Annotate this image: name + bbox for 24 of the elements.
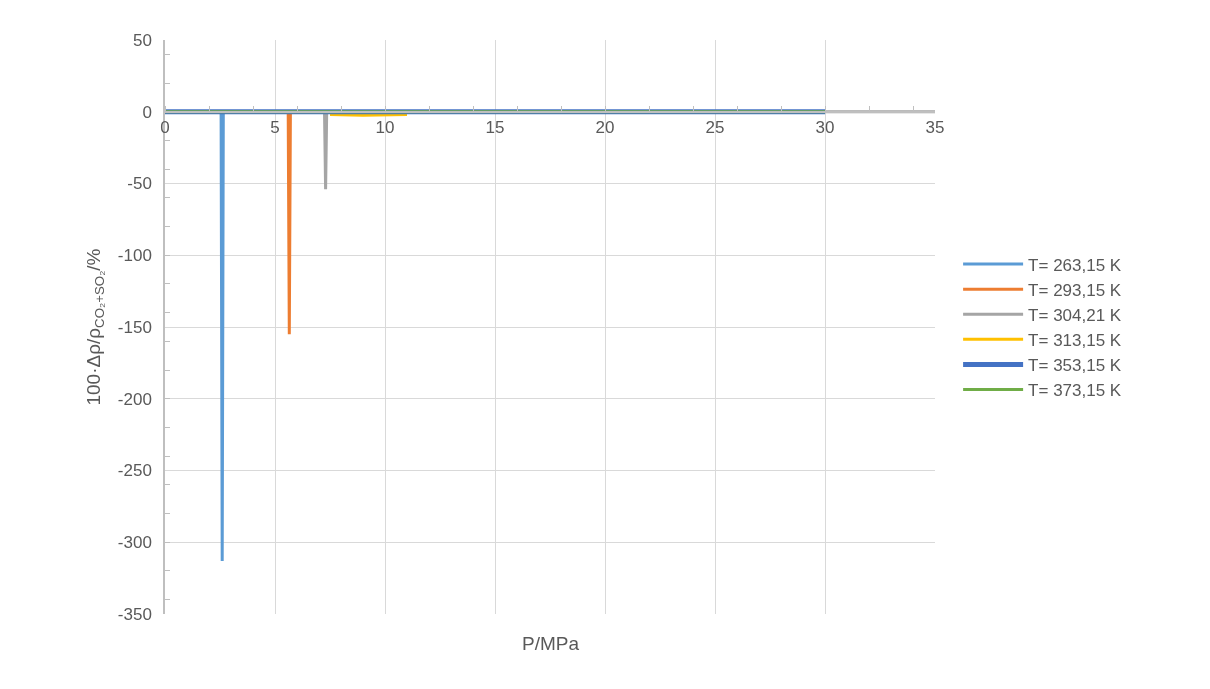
- y-tick-label: -300: [117, 533, 152, 553]
- legend-label: T= 353,15 K: [1028, 356, 1122, 376]
- x-tick-label: 20: [595, 117, 615, 137]
- legend-label: T= 313,15 K: [1028, 330, 1122, 350]
- x-axis-title: P/MPa: [522, 633, 580, 654]
- y-tick-label: -100: [117, 246, 152, 266]
- x-tick-label: 0: [160, 117, 170, 137]
- y-tick-label: 50: [132, 30, 152, 50]
- x-tick-label: 25: [705, 117, 725, 137]
- x-tick-label: 5: [270, 117, 280, 137]
- legend-label: T= 304,21 K: [1028, 305, 1122, 325]
- y-tick-label: -150: [117, 317, 152, 337]
- y-tick-label: -200: [117, 389, 152, 409]
- x-tick-label: 15: [485, 117, 505, 137]
- y-tick-label: -50: [127, 174, 152, 194]
- y-tick-label: -350: [117, 604, 152, 624]
- x-tick-label: 30: [815, 117, 835, 137]
- legend-label: T= 293,15 K: [1028, 280, 1122, 300]
- y-tick-label: 0: [142, 102, 152, 122]
- x-tick-label: 35: [925, 117, 945, 137]
- legend-label: T= 263,15 K: [1028, 255, 1122, 275]
- legend-label: T= 373,15 K: [1028, 381, 1122, 401]
- y-tick-label: -250: [117, 461, 152, 481]
- x-tick-label: 10: [375, 117, 395, 137]
